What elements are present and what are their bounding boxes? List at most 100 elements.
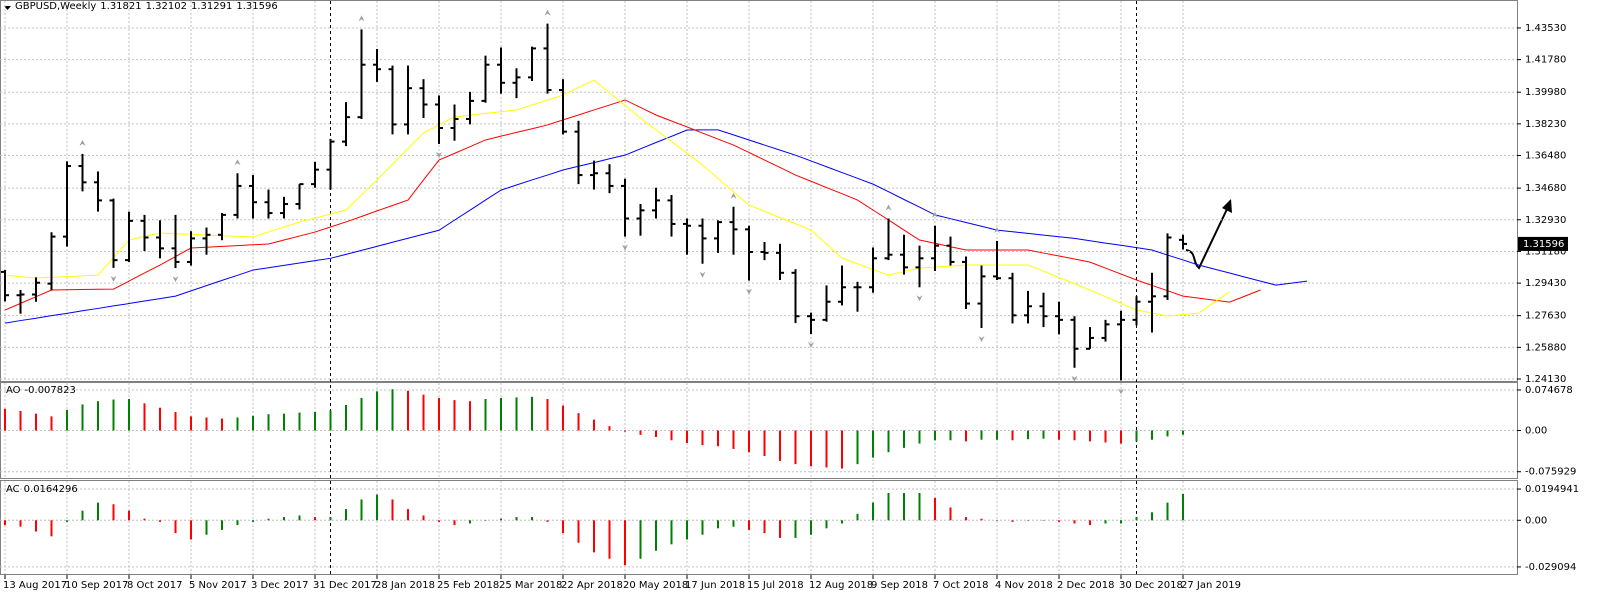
histogram-bar xyxy=(841,430,843,469)
histogram-bar xyxy=(1166,430,1169,437)
histogram-bar xyxy=(562,405,564,431)
symbol: GBPUSD,Weekly xyxy=(15,1,97,12)
histogram-bar xyxy=(1027,430,1029,440)
histogram-bar xyxy=(825,520,828,529)
histogram-bar xyxy=(112,399,115,431)
histogram-bar xyxy=(794,430,797,465)
ao-title: AO xyxy=(6,385,21,396)
histogram-bar xyxy=(655,430,657,438)
x-tick-label: 28 Jan 2018 xyxy=(375,580,435,591)
histogram-bar xyxy=(360,397,363,431)
histogram-bar xyxy=(531,396,533,431)
fractal-down xyxy=(978,335,985,342)
histogram-bar xyxy=(143,403,146,431)
histogram-bar xyxy=(391,499,394,521)
fractal-down xyxy=(1071,375,1078,382)
histogram-bar xyxy=(97,401,99,431)
histogram-bar xyxy=(329,517,332,521)
histogram-bar xyxy=(934,497,936,521)
histogram-bar xyxy=(190,416,192,431)
histogram-bar xyxy=(1073,430,1076,441)
x-tick-label: 12 Aug 2018 xyxy=(809,580,873,591)
histogram-bar xyxy=(345,509,347,521)
fractal-up xyxy=(79,139,86,146)
histogram-bar xyxy=(236,417,239,431)
histogram-bar xyxy=(624,430,626,432)
y-tick-label: 1.27630 xyxy=(1525,311,1566,322)
histogram-bar xyxy=(438,397,440,431)
histogram-bar xyxy=(1120,430,1122,444)
histogram-bar xyxy=(283,413,285,431)
x-tick-label: 13 Aug 2017 xyxy=(3,580,67,591)
histogram-bar xyxy=(918,493,921,521)
histogram-bar xyxy=(252,415,254,431)
histogram-bar xyxy=(391,389,394,431)
low: 1.31291 xyxy=(191,1,233,12)
open: 1.31821 xyxy=(100,1,142,12)
price-label: 1.31596 xyxy=(1523,239,1564,250)
histogram-bar xyxy=(1151,430,1153,440)
histogram-bar xyxy=(1182,493,1184,521)
histogram-bar xyxy=(81,404,84,431)
histogram-bar xyxy=(407,509,409,521)
y-tick-label: 1.38230 xyxy=(1525,119,1566,130)
histogram-bar xyxy=(980,518,983,521)
ao-header: AO -0.007823 xyxy=(6,385,76,396)
fractal-down xyxy=(746,288,752,295)
fractal-down xyxy=(110,275,117,282)
histogram-bar xyxy=(1027,520,1029,521)
histogram-bar xyxy=(50,416,53,431)
histogram-bar xyxy=(221,520,223,530)
histogram-bar xyxy=(81,510,84,521)
x-tick-label: 7 Oct 2018 xyxy=(933,580,988,591)
close: 1.31596 xyxy=(236,1,278,12)
histogram-bar xyxy=(965,430,967,442)
price-panel xyxy=(0,0,1518,382)
histogram-bar xyxy=(1104,520,1107,524)
histogram-bar xyxy=(453,520,456,526)
x-tick-label: 2 Dec 2018 xyxy=(1057,580,1115,591)
histogram-bar xyxy=(19,520,22,527)
drawn-arrow xyxy=(1185,206,1229,270)
fractal-up xyxy=(885,204,892,211)
y-tick-label: 1.25880 xyxy=(1525,342,1566,353)
histogram-bar xyxy=(841,520,843,524)
histogram-bar xyxy=(4,520,6,526)
histogram-bar xyxy=(717,520,719,529)
histogram-bar xyxy=(748,430,750,453)
menu-icon[interactable] xyxy=(4,6,11,10)
histogram-bar xyxy=(205,417,208,431)
x-tick-label: 3 Dec 2017 xyxy=(251,580,309,591)
price-header: GBPUSD,Weekly 1.31821 1.32102 1.31291 1.… xyxy=(15,1,278,12)
histogram-bar xyxy=(872,502,874,521)
histogram-bar xyxy=(19,410,22,431)
ao-value: -0.007823 xyxy=(24,385,76,396)
histogram-bar xyxy=(546,520,549,522)
histogram-bar xyxy=(732,430,735,449)
histogram-bar xyxy=(484,520,487,521)
histogram-bar xyxy=(639,520,642,559)
ac-header: AC 0.0164296 xyxy=(6,484,78,495)
histogram-bar xyxy=(1042,520,1045,521)
histogram-bar xyxy=(314,517,316,521)
histogram-bar xyxy=(159,520,161,522)
fractal-up xyxy=(234,159,241,166)
histogram-bar xyxy=(1011,520,1014,522)
histogram-bar xyxy=(686,430,688,443)
histogram-bar xyxy=(128,510,130,521)
histogram-bar xyxy=(887,493,890,521)
histogram-bar xyxy=(422,515,425,521)
y-tick-label: 1.39980 xyxy=(1525,87,1566,98)
y-tick-label: 1.32930 xyxy=(1525,215,1566,226)
y-tick-label: -0.075929 xyxy=(1525,467,1576,478)
histogram-bar xyxy=(376,494,378,521)
price-label-box xyxy=(1518,236,1568,251)
histogram-bar xyxy=(577,520,580,543)
fractal-up xyxy=(994,226,1000,233)
fractal-down xyxy=(916,295,923,302)
histogram-bar xyxy=(779,520,781,538)
histogram-bar xyxy=(469,401,471,431)
fractal-up xyxy=(932,211,938,218)
